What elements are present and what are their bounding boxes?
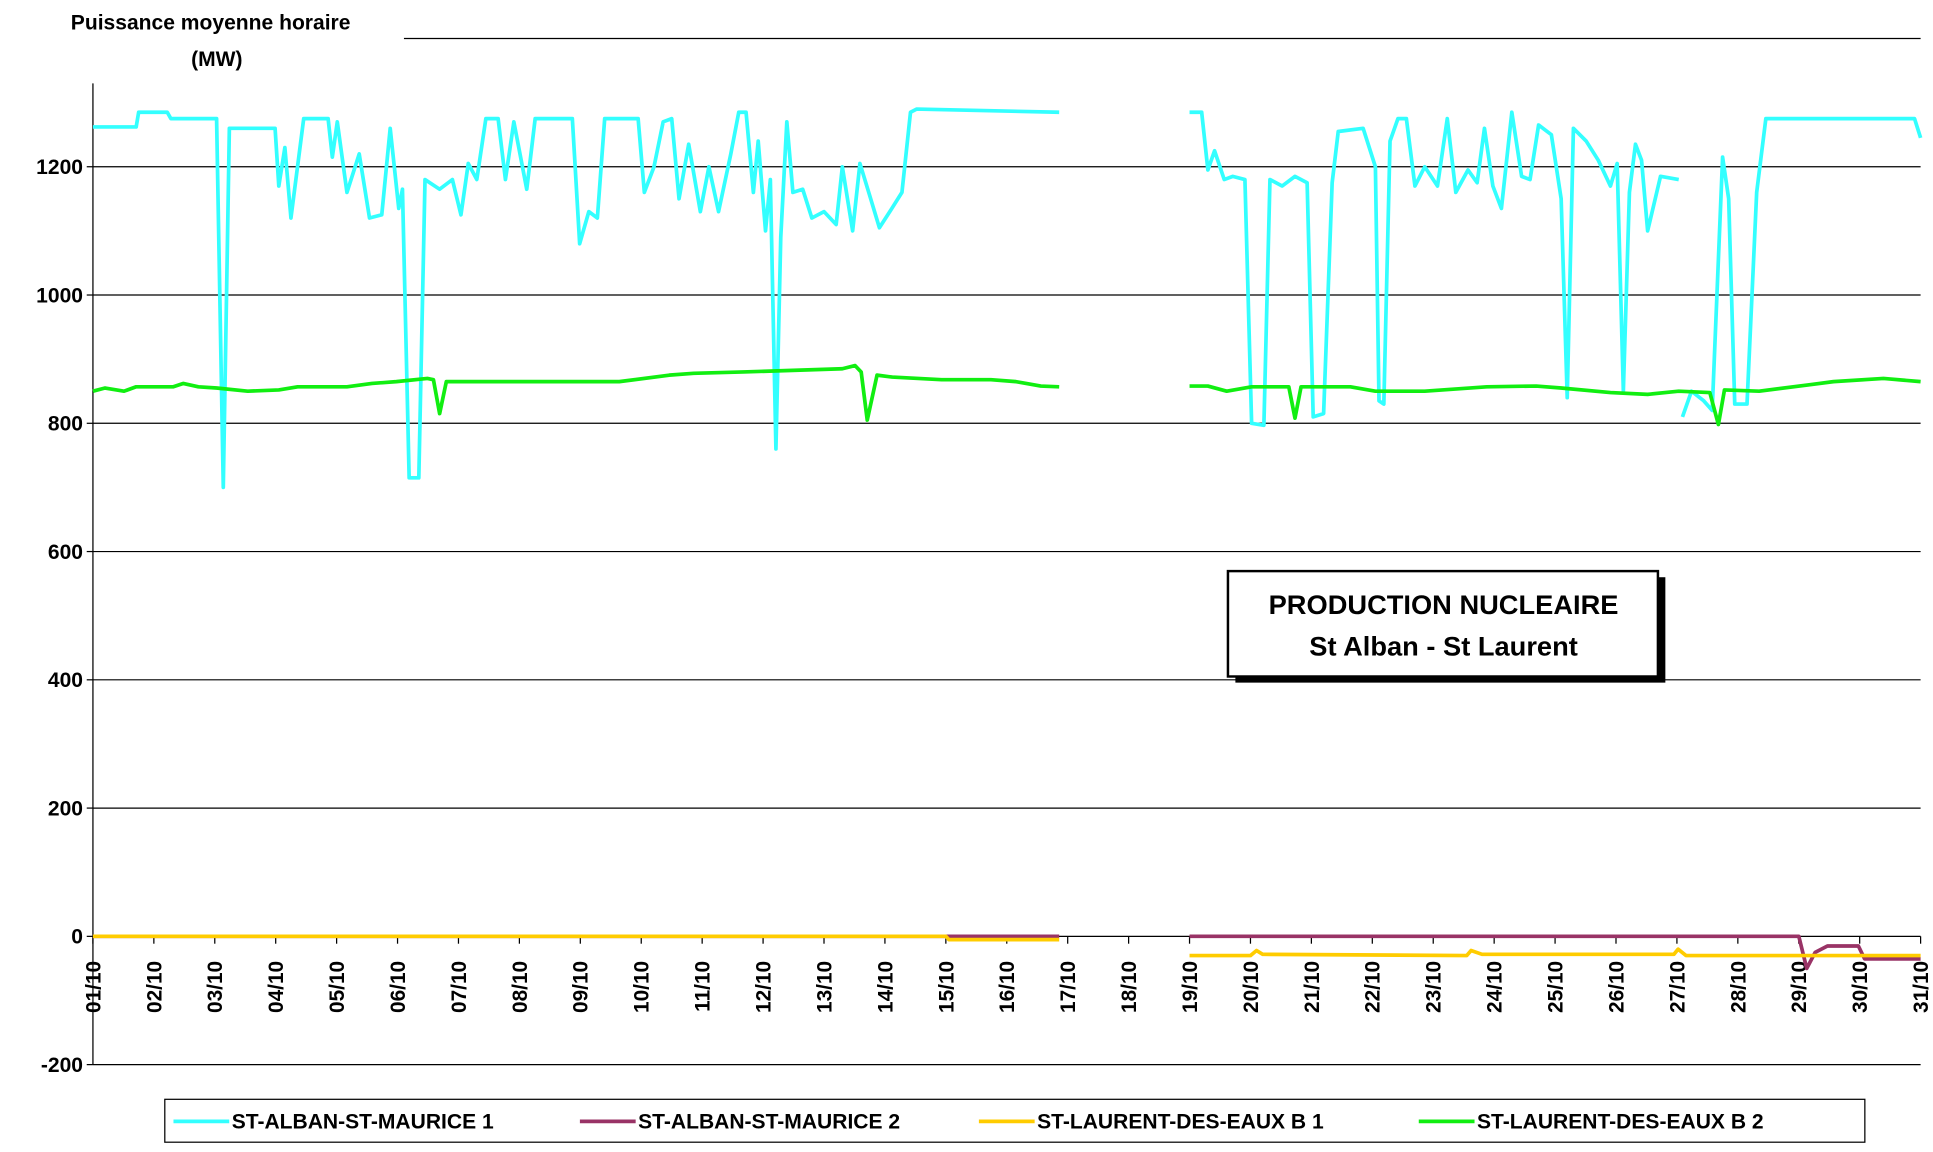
x-tick-label: 28/10 [1727,961,1750,1013]
x-tick-label: 23/10 [1423,961,1446,1013]
series-line [92,363,1921,427]
x-tick-label: 14/10 [874,961,897,1013]
legend-label: ST-ALBAN-ST-MAURICE 2 [638,1111,900,1134]
x-tick-label: 11/10 [691,961,714,1012]
x-tick-label: 30/10 [1849,961,1872,1013]
grid: -200020040060080010001200140001/1002/100… [36,28,1933,1077]
x-tick-label: 01/10 [82,961,105,1013]
x-tick-label: 08/10 [509,961,532,1013]
series-line [92,934,1921,958]
x-tick-label: 26/10 [1605,961,1628,1013]
x-tick-label: 10/10 [631,961,654,1013]
y-tick-label: 1200 [36,156,83,179]
x-tick-label: 31/10 [1910,961,1933,1013]
x-tick-label: 09/10 [570,961,593,1013]
x-tick-label: 22/10 [1362,961,1385,1013]
annotation: St Alban - St Laurent [1309,631,1578,662]
x-tick-label: 16/10 [996,961,1019,1013]
x-tick-label: 21/10 [1301,961,1324,1013]
title-mask [17,0,404,76]
y-tick-label: 0 [71,926,83,949]
x-tick-label: 27/10 [1666,961,1689,1013]
x-tick-label: 07/10 [448,961,471,1013]
x-tick-label: 12/10 [752,961,775,1013]
x-tick-label: 15/10 [935,961,958,1013]
x-tick-label: 24/10 [1483,961,1506,1013]
annotation-box [1226,569,1660,678]
legend-label: ST-LAURENT-DES-EAUX B 2 [1477,1111,1764,1134]
legend-label: ST-ALBAN-ST-MAURICE 1 [232,1111,494,1134]
legend-label: ST-LAURENT-DES-EAUX B 1 [1037,1111,1324,1134]
y-axis-title: Puissance moyenne horaire [71,12,351,35]
y-tick-label: 400 [48,669,83,692]
x-tick-label: 13/10 [813,961,836,1013]
y-axis-title: (MW) [191,48,242,71]
x-tick-label: 02/10 [143,961,166,1013]
x-tick-label: 04/10 [265,961,288,1013]
legend: ST-ALBAN-ST-MAURICE 1 ST-ALBAN-ST-MAURICE… [173,1111,1764,1134]
x-tick-label: 05/10 [326,961,349,1013]
x-tick-label: 25/10 [1544,961,1567,1013]
x-tick-label: 03/10 [204,961,227,1013]
annotation: PRODUCTION NUCLEAIRE [1269,589,1619,620]
x-tick-label: 20/10 [1240,961,1263,1013]
x-tick-label: 06/10 [387,961,410,1013]
x-tick-label: 17/10 [1057,961,1080,1013]
y-tick-label: 600 [48,541,83,564]
y-tick-label: 800 [48,413,83,436]
y-tick-label: 200 [48,798,83,821]
x-tick-label: 19/10 [1179,961,1202,1013]
y-tick-label: -200 [41,1054,83,1077]
x-tick-label: 29/10 [1788,961,1811,1013]
lines [92,107,1923,971]
series-line [92,107,1923,490]
x-tick-label: 18/10 [1118,961,1141,1013]
y-tick-label: 1000 [36,284,83,307]
